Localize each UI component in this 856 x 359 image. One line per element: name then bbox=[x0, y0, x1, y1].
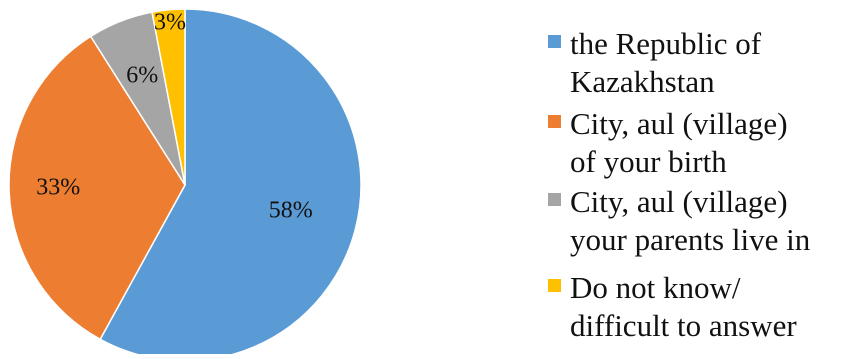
data-label-3: 6% bbox=[126, 63, 158, 89]
pie-slices bbox=[8, 8, 362, 359]
pie-data-labels: 58% 33% 6% 3% bbox=[36, 10, 312, 224]
legend-swatch-2 bbox=[548, 115, 561, 128]
pie-slice-4 bbox=[151, 8, 186, 186]
legend-item-2: City, aul (village)of your birth bbox=[548, 106, 788, 179]
data-label-2: 33% bbox=[36, 175, 80, 201]
legend-label-3-line-1: City, aul (village) bbox=[570, 184, 788, 219]
legend-label-4-line-1: Do not know/ bbox=[570, 270, 741, 305]
legend-label-1-line-1: the Republic of bbox=[570, 26, 762, 61]
data-label-1: 58% bbox=[269, 198, 313, 224]
legend-swatch-3 bbox=[548, 193, 561, 206]
legend-label-1-line-2: Kazakhstan bbox=[570, 64, 715, 99]
pie-slice-2 bbox=[8, 35, 186, 341]
data-label-4: 3% bbox=[154, 10, 186, 36]
pie-slice-1 bbox=[99, 8, 362, 359]
legend-swatch-1 bbox=[548, 35, 561, 48]
legend-item-3: City, aul (village)your parents live in bbox=[548, 184, 811, 257]
legend-item-4: Do not know/difficult to answer bbox=[548, 270, 797, 343]
legend-label-3-line-2: your parents live in bbox=[570, 222, 811, 257]
legend-swatch-4 bbox=[548, 279, 561, 292]
legend-label-2-line-1: City, aul (village) bbox=[570, 106, 788, 141]
legend-label-2-line-2: of your birth bbox=[570, 144, 727, 179]
legend-label-4-line-2: difficult to answer bbox=[570, 308, 797, 343]
